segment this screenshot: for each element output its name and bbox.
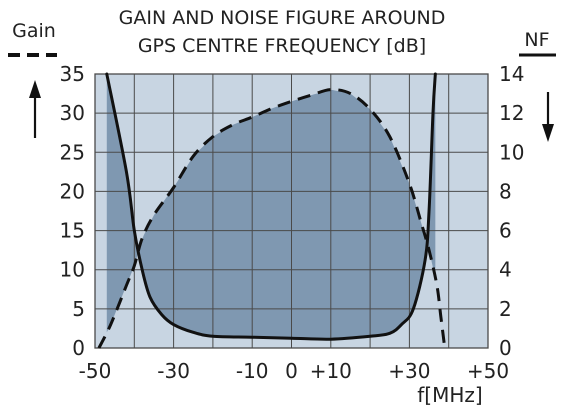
gain-axis-label: Gain	[12, 20, 56, 42]
gain-series-line	[97, 88, 447, 349]
tick-labels: 0 5 10 15 20 25 30 35 0 2 4 6 8 10 12 14 -50 -30 -10 0 +10 +3…	[60, 62, 525, 383]
x-tick-label: -50	[79, 359, 112, 383]
left-y-tick-label: 15	[60, 219, 85, 243]
plot-frame	[94, 73, 489, 349]
between-curves-fill	[106, 74, 436, 340]
x-axis-label: f[MHz]	[417, 383, 482, 407]
left-y-tick-label: 25	[60, 140, 85, 164]
left-y-tick-label: 0	[72, 336, 85, 360]
x-tick-label: +50	[467, 359, 509, 383]
right-y-tick-label: 0	[499, 336, 512, 360]
left-y-tick-label: 10	[60, 258, 85, 282]
left-y-tick-label: 5	[72, 297, 85, 321]
left-y-tick-label: 30	[60, 101, 85, 125]
nf-axis-label: NF	[524, 29, 549, 51]
x-tick-label: +10	[310, 359, 352, 383]
right-y-tick-label: 12	[499, 101, 524, 125]
nf-down-arrow	[542, 92, 554, 142]
right-y-tick-label: 8	[499, 179, 512, 203]
right-y-tick-label: 6	[499, 219, 512, 243]
right-y-tick-label: 2	[499, 297, 512, 321]
chart-title-line-1: GAIN AND NOISE FIGURE AROUND	[119, 7, 446, 29]
right-y-tick-label: 10	[499, 140, 524, 164]
x-tick-label: 0	[285, 359, 298, 383]
left-y-tick-label: 20	[60, 179, 85, 203]
x-tick-label: +30	[388, 359, 430, 383]
right-y-tick-label: 14	[499, 62, 524, 86]
plot-area	[94, 72, 489, 349]
gain-up-arrow	[29, 80, 41, 138]
x-tick-label: -30	[157, 359, 190, 383]
chart-title-line-2: GPS CENTRE FREQUENCY [dB]	[138, 35, 426, 57]
x-tick-label: -10	[236, 359, 269, 383]
nf-series-line	[105, 72, 437, 341]
left-y-tick-label: 35	[60, 62, 85, 86]
right-y-tick-label: 4	[499, 258, 512, 282]
